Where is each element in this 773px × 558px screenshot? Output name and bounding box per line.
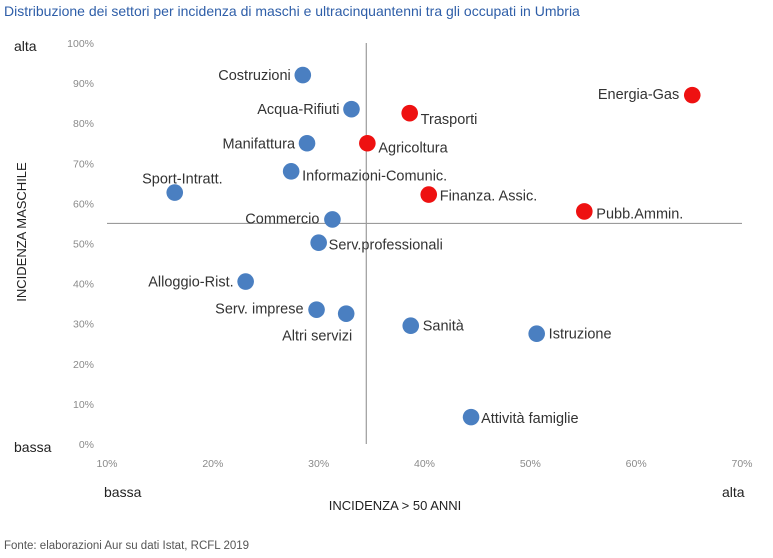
- x-tick-label: 60%: [626, 458, 647, 470]
- point-label: Sport-Intratt.: [142, 172, 223, 188]
- point-label: Acqua-Rifiuti: [257, 102, 339, 118]
- point-label: Istruzione: [549, 327, 612, 343]
- y-tick-label: 0%: [79, 439, 94, 451]
- point-label: Finanza. Assic.: [440, 189, 538, 205]
- chart-title: Distribuzione dei settori per incidenza …: [4, 3, 580, 19]
- data-point: [237, 273, 254, 290]
- data-point: [324, 211, 341, 228]
- point-label: Agricoltura: [378, 140, 448, 156]
- data-point: [420, 186, 438, 203]
- data-point: [343, 100, 360, 118]
- point-label: Commercio: [245, 211, 319, 227]
- y-tick-label: 70%: [73, 158, 94, 170]
- data-point: [576, 203, 593, 220]
- source-note: Fonte: elaborazioni Aur su dati Istat, R…: [4, 540, 250, 552]
- data-point: [282, 163, 300, 180]
- point-label: Serv. imprese: [215, 302, 303, 318]
- point-label: Informazioni-Comunic.: [302, 168, 447, 184]
- point-label: Altri servizi: [282, 329, 352, 345]
- x-axis-high-label: alta: [722, 484, 745, 500]
- y-axis-high-label: alta: [14, 38, 37, 54]
- x-axis-title: INCIDENZA > 50 ANNI: [329, 498, 462, 513]
- y-tick-label: 40%: [73, 279, 94, 291]
- data-point: [462, 408, 480, 426]
- x-tick-label: 70%: [731, 458, 752, 470]
- y-tick-label: 60%: [73, 198, 94, 210]
- data-point: [402, 317, 420, 335]
- y-tick-label: 80%: [73, 118, 94, 130]
- data-point: [310, 234, 327, 251]
- y-tick-label: 10%: [73, 399, 94, 411]
- point-label: Energia-Gas: [598, 87, 679, 103]
- scatter-chart: 10% 20% 30% 40% 50% 60% 70% 0%10%20%30%40%50%6…: [14, 38, 753, 513]
- y-tick-label: 20%: [73, 359, 94, 371]
- x-tick-label: 10%: [96, 458, 117, 470]
- data-point: [528, 325, 545, 343]
- y-tick-label: 50%: [73, 239, 94, 251]
- point-label: Serv.professionali: [329, 238, 443, 254]
- data-point: [401, 104, 418, 122]
- data-point: [308, 301, 325, 318]
- y-tick-label: 100%: [67, 38, 94, 50]
- data-point: [337, 305, 355, 322]
- point-label: Pubb.Ammin.: [596, 206, 683, 222]
- point-label: Costruzioni: [218, 68, 291, 84]
- y-tick-label: 30%: [73, 319, 94, 331]
- data-point: [683, 86, 701, 104]
- x-tick-label: 40%: [414, 458, 435, 470]
- data-point: [359, 134, 376, 152]
- y-axis-low-label: bassa: [14, 439, 52, 455]
- x-tick-label: 30%: [308, 458, 329, 470]
- data-point: [298, 134, 316, 152]
- y-axis-title: INCIDENZA MASCHILE: [14, 162, 29, 302]
- point-label: Sanità: [423, 319, 465, 335]
- data-point: [294, 66, 312, 84]
- data-point: [166, 184, 184, 201]
- x-tick-label: 50%: [520, 458, 541, 470]
- point-label: Alloggio-Rist.: [148, 275, 233, 291]
- point-label: Trasporti: [421, 112, 478, 128]
- point-label: Attività famiglie: [481, 411, 579, 427]
- x-tick-label: 20%: [202, 458, 223, 470]
- point-label: Manifattura: [222, 136, 295, 152]
- x-axis-low-label: bassa: [104, 484, 142, 500]
- y-tick-label: 90%: [73, 78, 94, 90]
